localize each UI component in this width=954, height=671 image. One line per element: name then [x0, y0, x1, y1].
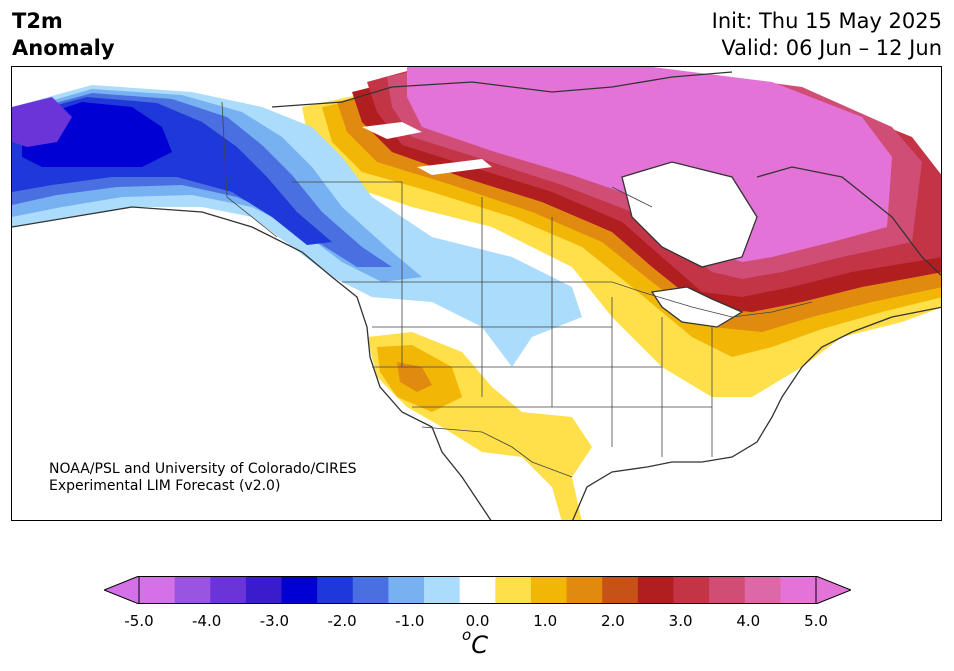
- colorbar-tick-label: 3.0: [668, 612, 693, 630]
- colorbar-tick-label: 2.0: [600, 612, 625, 630]
- sw-orange: [397, 362, 432, 392]
- us-mexico-border: [421, 426, 573, 478]
- colorbar-cell: [210, 576, 247, 604]
- great-lakes: [652, 287, 742, 327]
- warm-band-magenta: [407, 67, 892, 262]
- colorbar-cell: [495, 576, 532, 604]
- anomaly-map: [11, 66, 942, 521]
- colorbar-cell: [424, 576, 461, 604]
- init-date: Init: Thu 15 May 2025: [711, 9, 942, 33]
- coastlines: [12, 71, 941, 520]
- colorbar-tick-label: -4.0: [192, 612, 222, 630]
- colorbar-cell: [174, 576, 211, 604]
- colorbar-cell: [637, 576, 674, 604]
- map-canvas: [12, 67, 941, 520]
- political-borders: [221, 101, 813, 478]
- colorbar-cells: [139, 576, 817, 604]
- colorbar-cell: [139, 576, 176, 604]
- colorbar-tick-label: -5.0: [124, 612, 154, 630]
- colorbar-cell: [744, 576, 781, 604]
- gulf-coast: [572, 306, 941, 520]
- colorbar-cell: [673, 576, 710, 604]
- colorbar-cell: [709, 576, 746, 604]
- us-canada-border: [342, 281, 813, 318]
- units-degree: o: [462, 626, 472, 644]
- colorbar-cell: [317, 576, 354, 604]
- map-title: T2m Anomaly: [12, 8, 115, 62]
- title-variable-type: Anomaly: [12, 36, 115, 60]
- colorbar-tick-label: 0.0: [465, 612, 490, 630]
- colorbar-tick-label: 4.0: [736, 612, 761, 630]
- colorbar-tick-label: 5.0: [804, 612, 828, 630]
- cold-anomaly-alaska: [12, 85, 582, 367]
- colorbar-tick-label: -3.0: [259, 612, 290, 630]
- colorbar-cell: [566, 576, 603, 604]
- colorbar-tick-label: -2.0: [327, 612, 357, 630]
- forecast-dates: Init: Thu 15 May 2025 Valid: 06 Jun – 12…: [712, 8, 942, 62]
- colorbar-extend-low: [104, 576, 140, 604]
- colorbar-cell: [530, 576, 568, 604]
- colorbar-cell: [602, 576, 639, 604]
- cold-band-violet: [12, 97, 72, 147]
- state-lines: [372, 282, 713, 457]
- arctic-lake-2: [417, 159, 492, 175]
- colorbar-outline: [138, 576, 817, 604]
- colorbar-cell: [780, 576, 817, 604]
- colorbar-cell: [245, 576, 283, 604]
- alaska-border: [221, 101, 278, 238]
- colorbar-tick-label: 1.0: [533, 612, 558, 630]
- hudson-bay-coast: [621, 161, 758, 268]
- valid-range: Valid: 06 Jun – 12 Jun: [721, 36, 942, 60]
- colorbar-tick-label: -1.0: [395, 612, 425, 630]
- colorbar-units: oC: [462, 626, 488, 659]
- labrador-coast: [756, 166, 941, 276]
- pacific-coast: [12, 206, 492, 520]
- colorbar: [104, 576, 851, 604]
- arctic-coast: [271, 71, 733, 108]
- warm-anomaly-southwest: [367, 332, 592, 520]
- great-lakes-coast: [650, 286, 744, 328]
- province-lines: [292, 181, 653, 282]
- title-variable: T2m: [12, 9, 63, 33]
- arctic-lake-1: [362, 122, 422, 139]
- colorbar-cell: [352, 576, 389, 604]
- data-credit: NOAA/PSL and University of Colorado/CIRE…: [49, 461, 357, 495]
- colorbar-cell: [388, 576, 425, 604]
- credit-product: Experimental LIM Forecast (v2.0): [49, 478, 281, 494]
- colorbar-cell: [281, 576, 318, 604]
- colorbar-cell: [459, 576, 496, 604]
- colorbar-extend-high: [815, 576, 851, 604]
- units-celsius: C: [471, 631, 488, 659]
- credit-institution: NOAA/PSL and University of Colorado/CIRE…: [49, 461, 357, 477]
